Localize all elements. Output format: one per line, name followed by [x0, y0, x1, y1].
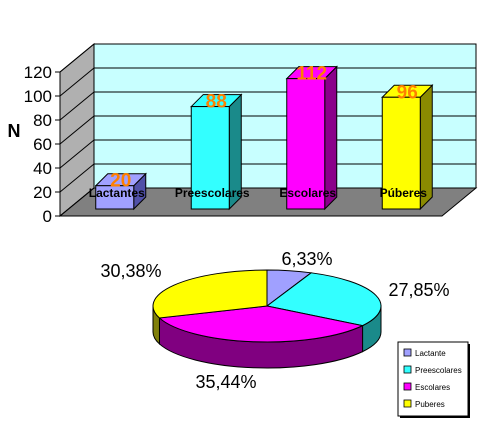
- bar-front: [286, 78, 326, 210]
- category-label: Escolares: [279, 186, 336, 200]
- bar-front: [95, 185, 135, 210]
- gridline-side: [59, 91, 95, 121]
- category-label: Preescolares: [175, 186, 250, 200]
- legend-swatch: [403, 365, 412, 374]
- data-label: 96: [397, 82, 418, 103]
- y-tick-label: 60: [33, 135, 52, 154]
- y-tick-label: 20: [33, 183, 52, 202]
- legend-label: Preescolares: [415, 366, 462, 375]
- bar: [285, 65, 338, 211]
- y-tick-label: 40: [33, 159, 52, 178]
- bar: [381, 84, 434, 211]
- legend-swatch: [403, 348, 412, 357]
- y-tick-label: 0: [43, 207, 52, 226]
- gridline-side: [59, 163, 95, 193]
- y-tick-label: 80: [33, 111, 52, 130]
- legend-swatch: [403, 399, 412, 408]
- category-label: Lactantes: [89, 186, 145, 200]
- gridline-side: [59, 43, 95, 73]
- bar: [94, 172, 147, 211]
- y-tick-label: 120: [24, 63, 52, 82]
- legend-label: Lactante: [415, 349, 446, 358]
- pie-data-label: 27,85%: [388, 280, 449, 300]
- gridline-side: [59, 187, 95, 217]
- legend-swatch: [403, 382, 412, 391]
- pie-data-label: 6,33%: [281, 249, 332, 269]
- gridline-side: [59, 115, 95, 145]
- data-label: 112: [296, 64, 327, 85]
- pie-data-label: 35,44%: [195, 372, 256, 392]
- pie-slice: [158, 305, 365, 343]
- pie-slice: [265, 272, 382, 327]
- y-tick-label: 100: [24, 87, 52, 106]
- data-label: 20: [110, 171, 131, 192]
- bar-chart: 020406080100120N20Lactantes88Preescolare…: [8, 42, 478, 226]
- category-label: Púberes: [380, 186, 428, 200]
- y-axis-label: N: [8, 121, 21, 141]
- legend-label: Puberes: [415, 400, 445, 409]
- gridline-side: [59, 67, 95, 97]
- bar-front: [190, 106, 230, 210]
- bar-front: [381, 96, 421, 210]
- legend-label: Escolares: [415, 383, 450, 392]
- pie-data-label: 30,38%: [100, 261, 161, 281]
- pie-chart: 6,33% 27,85% 35,44% 30,38% Lactante Preescola…: [100, 249, 470, 418]
- gridline-side: [59, 139, 95, 169]
- pie-slice: [152, 269, 268, 319]
- bar: [190, 93, 243, 211]
- data-label: 88: [206, 92, 227, 113]
